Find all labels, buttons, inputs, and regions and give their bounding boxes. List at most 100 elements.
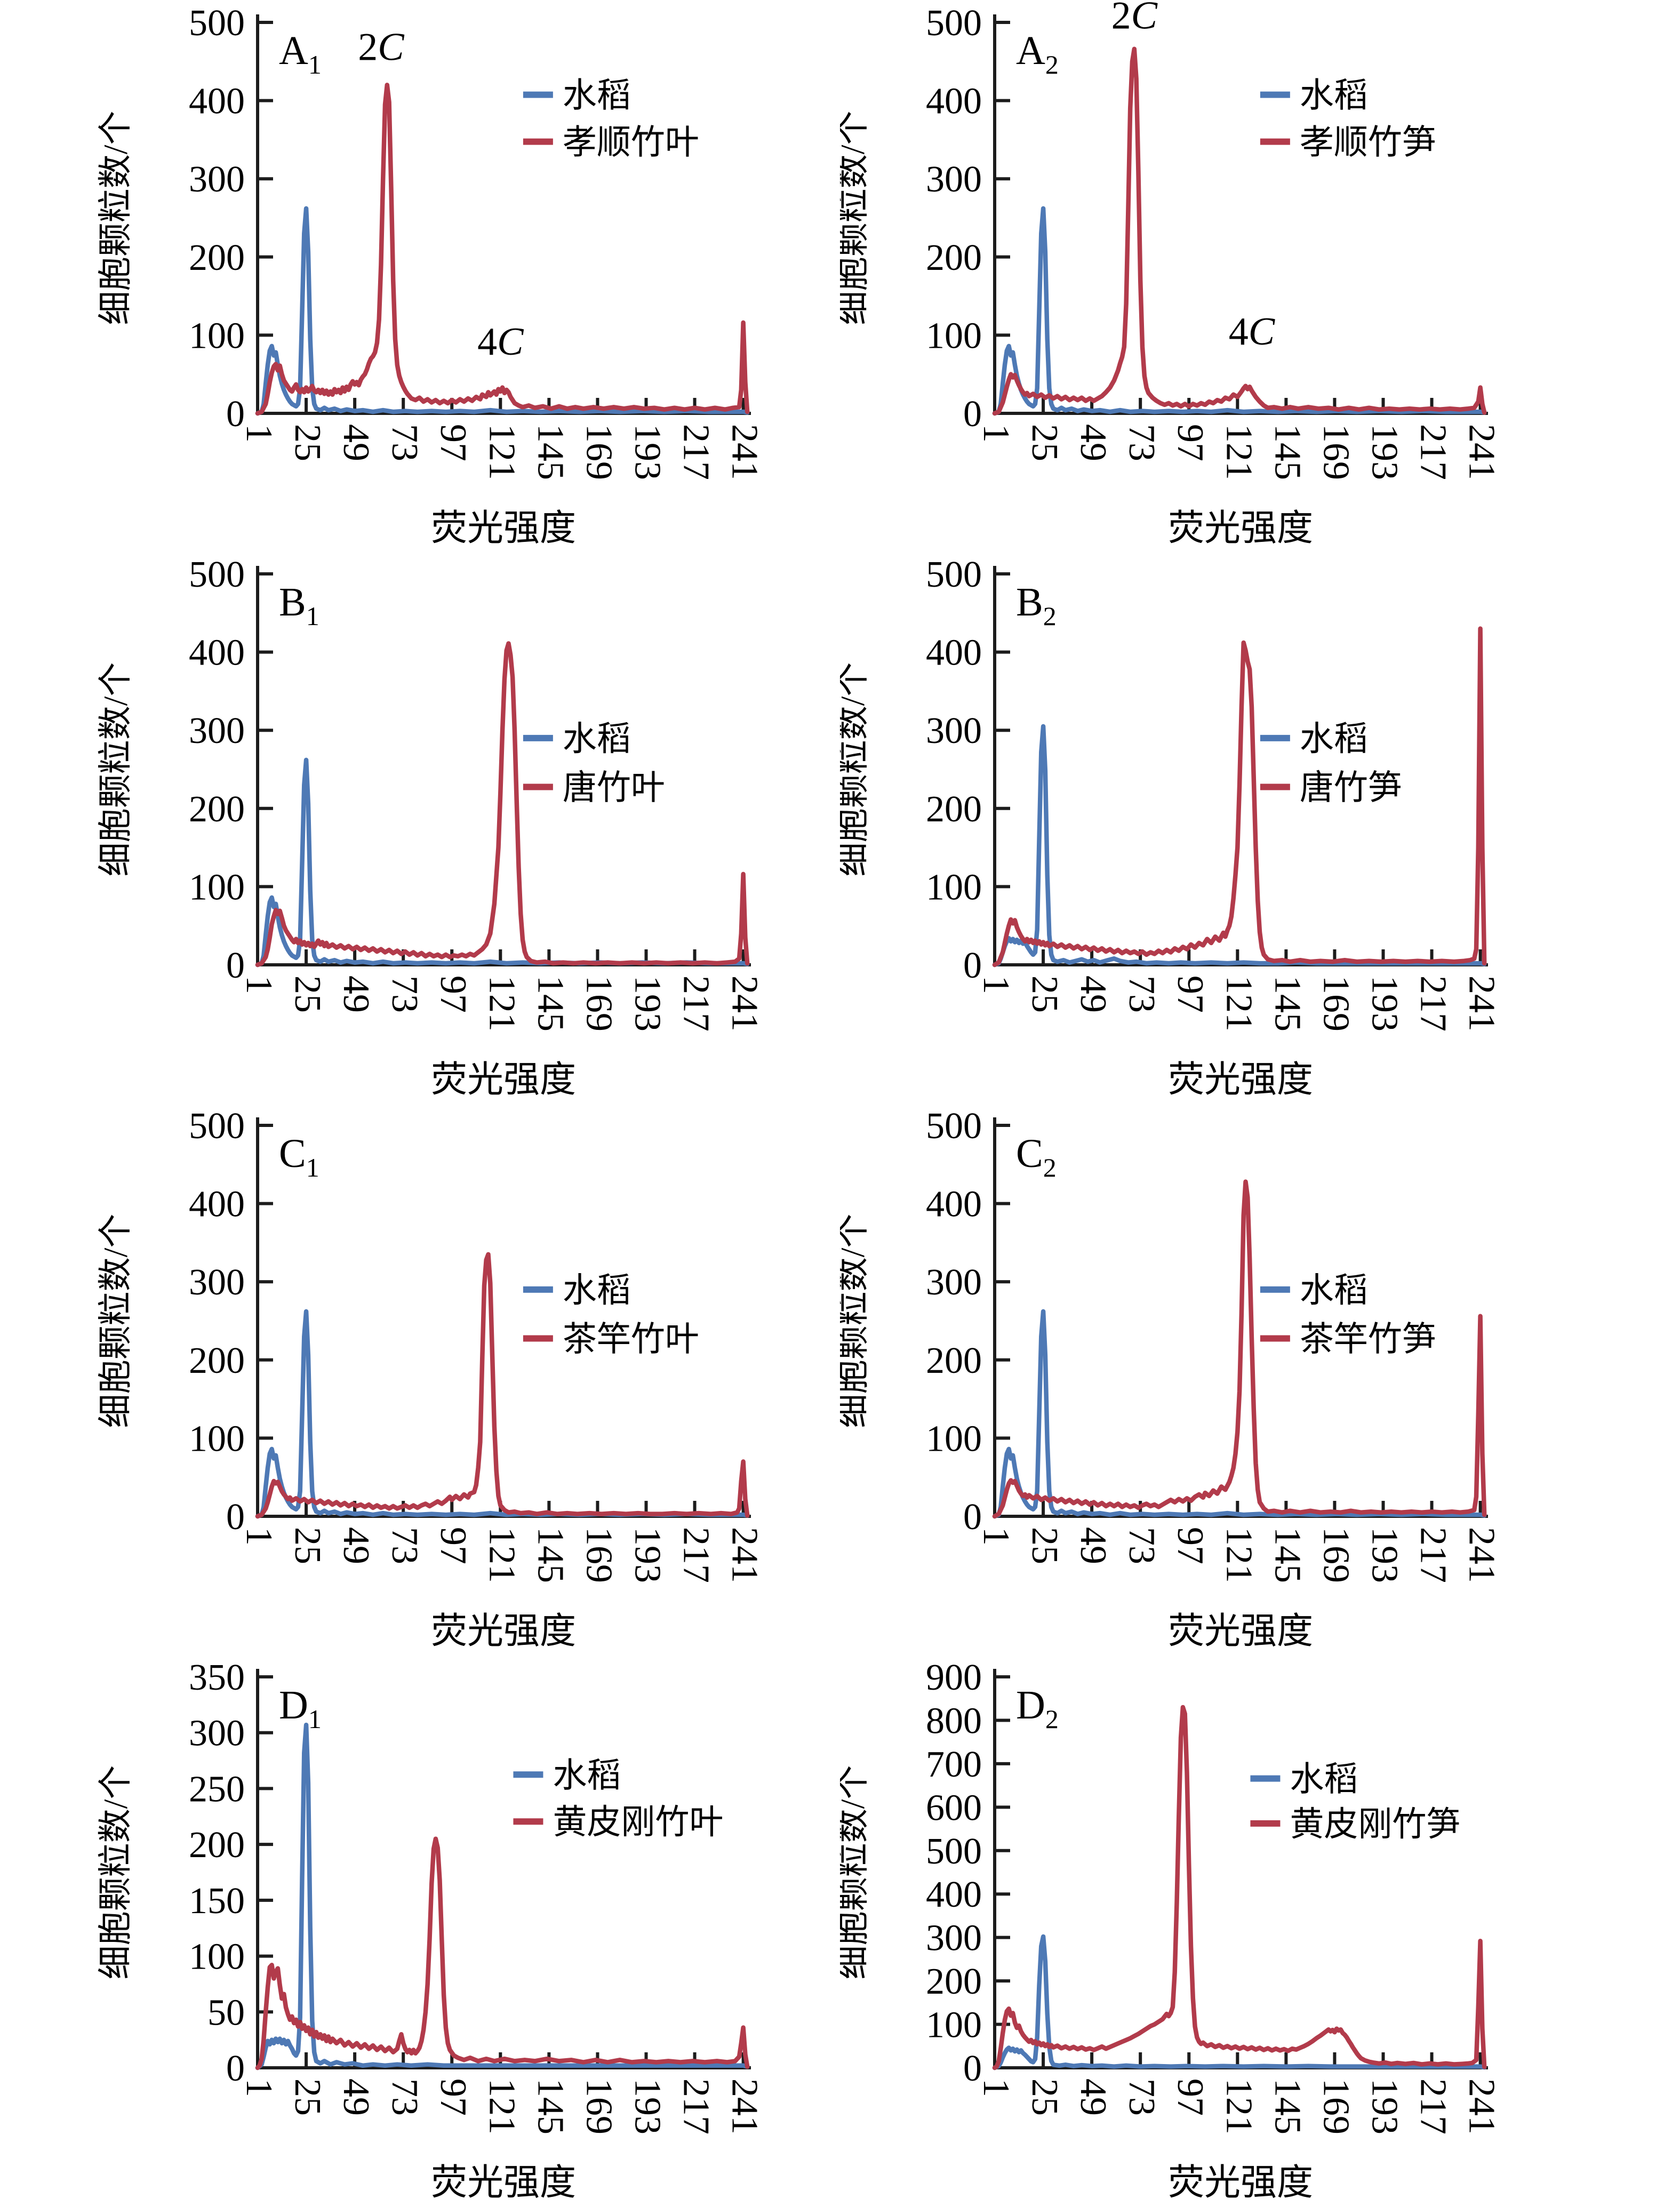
y-tick-label: 500 <box>926 1106 982 1147</box>
y-tick-label: 500 <box>926 1831 982 1872</box>
chart-A1: 0 100 200 300 400 500 1 25 49 73 97 121 145 169 193 217… <box>97 3 765 548</box>
x-tick-label: 97 <box>433 424 474 461</box>
x-tick-label: 169 <box>578 1527 619 1583</box>
y-tick-label: 0 <box>963 1497 982 1538</box>
x-tick-label: 25 <box>287 975 328 1013</box>
x-axis-title: 荧光强度 <box>431 1611 576 1651</box>
x-tick-label: 49 <box>335 975 377 1013</box>
chart-C2: 0 100 200 300 400 500 1 25 49 73 97 121 145 169 193 217… <box>840 1106 1502 1651</box>
x-tick-label: 121 <box>1218 975 1259 1031</box>
x-tick-label: 1 <box>238 1527 279 1546</box>
x-tick-label: 169 <box>1315 424 1356 480</box>
x-tick-label: 1 <box>975 1527 1017 1546</box>
legend-label: 水稻 <box>1300 720 1368 758</box>
x-tick-label: 121 <box>481 975 522 1031</box>
x-tick-label: 217 <box>676 1527 717 1583</box>
x-tick-label: 169 <box>578 424 619 480</box>
annotation-4C: 4C <box>1229 310 1276 354</box>
x-tick-label: 97 <box>1170 424 1211 461</box>
legend-label: 孝顺竹笋 <box>1300 124 1436 162</box>
chart-A2: 0 100 200 300 400 500 1 25 49 73 97 121 145 169 193 217… <box>840 0 1502 548</box>
axes <box>993 14 1488 415</box>
x-tick-label: 25 <box>287 2078 328 2116</box>
x-tick-label: 193 <box>627 2078 668 2134</box>
panel-label: D1 <box>279 1683 322 1734</box>
series-line-bamboo <box>992 626 1487 967</box>
y-axis-title: 细胞颗粒数/个 <box>97 1765 134 1980</box>
axes <box>256 1117 751 1518</box>
x-tick-label: 97 <box>1170 1527 1211 1564</box>
panel-B1: 0 100 200 300 400 500 1 25 49 73 97 121 145 169 193 217… <box>0 551 840 1103</box>
panel-D1: 0 50 100 150 200 250 300 350 1 25 49 73 97 121 145 169 1… <box>0 1654 840 2206</box>
x-tick-label: 145 <box>530 424 571 480</box>
y-tick-label: 400 <box>189 1184 245 1225</box>
y-tick-label: 500 <box>189 1106 245 1147</box>
x-tick-label: 241 <box>1461 424 1502 480</box>
x-tick-label: 193 <box>627 424 668 480</box>
y-axis-title: 细胞颗粒数/个 <box>97 111 134 325</box>
legend-label: 孝顺竹叶 <box>563 124 699 162</box>
x-axis-title: 荧光强度 <box>431 508 576 548</box>
y-tick-label: 200 <box>926 1340 982 1381</box>
x-tick-label: 73 <box>1121 2078 1162 2116</box>
legend-label: 茶竿竹叶 <box>563 1320 699 1358</box>
y-tick-label: 500 <box>926 554 982 595</box>
legend-label: 水稻 <box>563 77 631 115</box>
y-tick-label: 200 <box>189 237 245 278</box>
x-tick-label: 25 <box>1024 2078 1065 2116</box>
x-tick-label: 121 <box>1218 424 1259 480</box>
y-tick-label: 100 <box>926 2005 982 2046</box>
x-tick-label: 1 <box>238 2078 279 2097</box>
x-tick-label: 73 <box>1121 975 1162 1013</box>
annotation-2C: 2C <box>358 25 405 69</box>
y-tick-label: 0 <box>963 945 982 986</box>
x-tick-label: 1 <box>975 2078 1017 2097</box>
axes <box>256 1669 751 2069</box>
x-tick-label: 25 <box>1024 975 1065 1013</box>
chart-B2: 0 100 200 300 400 500 1 25 49 73 97 121 145 169 193 217… <box>840 554 1502 1100</box>
series-line-rice <box>992 1934 1487 2070</box>
x-tick-label: 73 <box>384 424 425 461</box>
y-tick-label: 300 <box>189 159 245 200</box>
x-tick-label: 49 <box>1073 2078 1114 2116</box>
y-tick-label: 350 <box>189 1657 245 1698</box>
x-axis-title: 荧光强度 <box>431 1059 576 1100</box>
y-tick-label: 250 <box>189 1769 245 1810</box>
panel-B2: 0 100 200 300 400 500 1 25 49 73 97 121 145 169 193 217… <box>840 551 1680 1103</box>
series-line-rice <box>255 1722 750 2070</box>
x-tick-label: 49 <box>335 424 377 461</box>
legend-label: 水稻 <box>563 1272 631 1309</box>
y-tick-label: 400 <box>926 633 982 674</box>
panel-label: B1 <box>279 580 319 631</box>
x-axis-title: 荧光强度 <box>1168 508 1313 548</box>
panel-C2: 0 100 200 300 400 500 1 25 49 73 97 121 145 169 193 217… <box>840 1103 1680 1654</box>
x-tick-label: 1 <box>975 424 1017 443</box>
y-tick-label: 800 <box>926 1700 982 1741</box>
y-tick-label: 300 <box>926 710 982 751</box>
x-tick-label: 217 <box>676 975 717 1031</box>
x-axis-title: 荧光强度 <box>1168 2162 1313 2203</box>
y-tick-label: 300 <box>926 1918 982 1959</box>
x-tick-label: 217 <box>676 424 717 480</box>
series-line-bamboo <box>255 641 750 967</box>
y-tick-label: 200 <box>189 789 245 830</box>
x-tick-label: 145 <box>1267 2078 1308 2134</box>
y-tick-label: 200 <box>189 1340 245 1381</box>
x-tick-label: 241 <box>724 975 765 1031</box>
x-tick-label: 49 <box>1073 1527 1114 1564</box>
x-tick-label: 193 <box>1364 2078 1405 2134</box>
x-tick-label: 145 <box>530 975 571 1031</box>
y-tick-label: 150 <box>189 1881 245 1922</box>
y-tick-label: 300 <box>189 710 245 751</box>
y-tick-label: 0 <box>226 1497 245 1538</box>
annotation-4C: 4C <box>477 320 524 364</box>
x-tick-label: 49 <box>335 2078 377 2116</box>
legend-label: 唐竹笋 <box>1300 769 1402 806</box>
panel-A2: 0 100 200 300 400 500 1 25 49 73 97 121 145 169 193 217… <box>840 0 1680 551</box>
panel-C1: 0 100 200 300 400 500 1 25 49 73 97 121 145 169 193 217… <box>0 1103 840 1654</box>
x-tick-label: 193 <box>627 975 668 1031</box>
